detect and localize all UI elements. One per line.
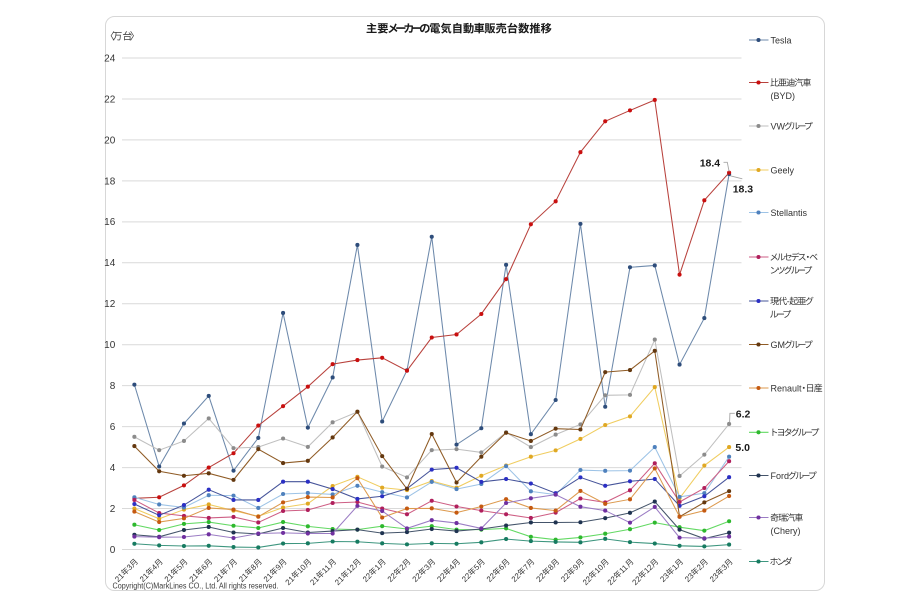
svg-text:6: 6 — [497, 562, 507, 572]
svg-text:6.2: 6.2 — [736, 408, 751, 420]
svg-text:14: 14 — [104, 258, 116, 269]
svg-text:22: 22 — [104, 94, 116, 105]
svg-text:8: 8 — [546, 562, 556, 572]
svg-text:-: - — [787, 296, 790, 306]
svg-text:Renault: Renault — [771, 383, 803, 393]
svg-text:5.0: 5.0 — [735, 442, 750, 454]
svg-text:VW: VW — [771, 121, 786, 131]
svg-text:0: 0 — [110, 545, 116, 556]
svg-text:20: 20 — [104, 135, 116, 146]
svg-text:3: 3 — [720, 562, 730, 572]
svg-text:6: 6 — [199, 562, 209, 572]
svg-text:6: 6 — [110, 422, 116, 433]
svg-text:8: 8 — [249, 562, 259, 572]
svg-text:10: 10 — [104, 340, 116, 351]
svg-text:8: 8 — [110, 381, 116, 392]
svg-text:Ford: Ford — [771, 471, 790, 481]
svg-text:4: 4 — [447, 562, 457, 572]
svg-text:18: 18 — [104, 176, 116, 187]
svg-text:1: 1 — [670, 563, 679, 572]
svg-text:7: 7 — [224, 563, 233, 572]
svg-text:3: 3 — [125, 562, 135, 572]
svg-text:9: 9 — [571, 562, 581, 572]
svg-text:4: 4 — [110, 463, 116, 474]
svg-text:7: 7 — [521, 563, 530, 572]
svg-text:(BYD): (BYD) — [771, 91, 796, 101]
svg-text:18.4: 18.4 — [700, 157, 721, 169]
svg-text:Stellantis: Stellantis — [771, 208, 808, 218]
svg-text:5: 5 — [175, 562, 185, 572]
svg-text:Geely: Geely — [771, 165, 795, 175]
svg-text:9: 9 — [274, 562, 284, 572]
svg-text:1: 1 — [373, 563, 382, 572]
svg-text:2: 2 — [695, 563, 704, 572]
svg-text:2: 2 — [398, 563, 407, 572]
svg-text:12: 12 — [104, 299, 116, 310]
svg-text:24: 24 — [104, 53, 116, 64]
svg-text:4: 4 — [150, 562, 160, 572]
svg-text:5: 5 — [472, 562, 482, 572]
svg-text:18.3: 18.3 — [733, 184, 754, 196]
svg-text:16: 16 — [104, 217, 116, 228]
svg-text:(Chery): (Chery) — [771, 526, 801, 536]
svg-text:3: 3 — [422, 562, 432, 572]
svg-text:GM: GM — [771, 340, 786, 350]
svg-text:2: 2 — [110, 504, 116, 515]
svg-text:Tesla: Tesla — [771, 35, 792, 45]
svg-text:Copyright(C)MarkLines CO., Ltd: Copyright(C)MarkLines CO., Ltd. All righ… — [113, 582, 279, 591]
